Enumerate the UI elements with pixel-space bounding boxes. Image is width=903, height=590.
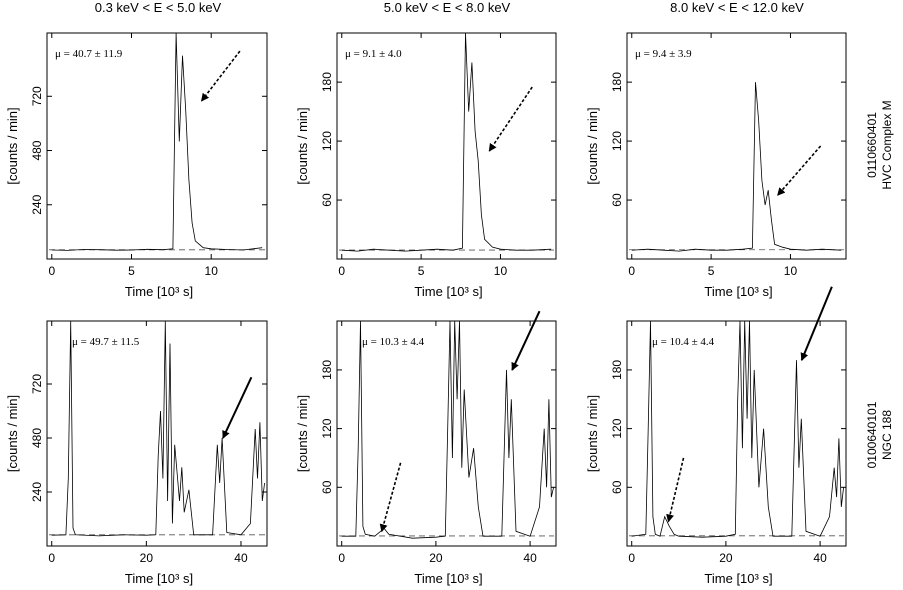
row-label-obsid: 0100640101 [865, 401, 879, 468]
light-curve-line [341, 33, 552, 252]
light-curve-line [51, 33, 263, 251]
x-tick-label: 0 [48, 551, 55, 565]
x-tick-label: 5 [418, 264, 425, 278]
x-tick-label: 40 [523, 551, 537, 565]
y-axis-label: [counts / min] [295, 395, 310, 472]
x-tick-label: 5 [128, 264, 135, 278]
solid-arrow [511, 310, 541, 371]
x-tick-label: 20 [140, 551, 154, 565]
x-tick-label: 20 [429, 551, 443, 565]
light-curve-group [631, 321, 844, 538]
y-tick-label: 180 [610, 72, 624, 92]
y-axis-label: [counts / min] [585, 395, 600, 472]
x-tick-label: 40 [813, 551, 827, 565]
y-tick-label: 240 [30, 194, 44, 214]
y-axis-label: [counts / min] [295, 107, 310, 184]
column-title: 5.0 keV < E < 8.0 keV [384, 0, 511, 15]
y-tick-label: 480 [30, 428, 44, 448]
x-axis-label: Time [10³ s] [125, 571, 193, 586]
dotted-arrow [777, 145, 822, 196]
dotted-arrow [201, 50, 241, 102]
mean-annotation: μ = 9.1 ± 4.0 [345, 48, 402, 60]
axes-frame [46, 320, 268, 547]
mean-annotation: μ = 9.4 ± 3.9 [635, 48, 692, 60]
y-tick-label: 120 [320, 131, 334, 151]
x-tick-label: 0 [628, 264, 635, 278]
column-title: 8.0 keV < E < 12.0 keV [670, 0, 804, 15]
panel: 240 480 720 [counts / min] [5, 320, 268, 547]
mean-annotation: μ = 49.7 ± 11.5 [72, 336, 140, 348]
x-tick-label: 5 [708, 264, 715, 278]
y-tick-label: 720 [30, 374, 44, 394]
y-tick-label: 480 [30, 140, 44, 160]
x-axis-label: Time [10³ s] [704, 284, 772, 299]
y-axis-label: [counts / min] [5, 395, 20, 472]
x-axis-label: Time [10³ s] [414, 571, 482, 586]
mean-annotation: μ = 40.7 ± 11.9 [55, 48, 123, 60]
axes-frame [626, 320, 847, 547]
y-axis-label: [counts / min] [585, 107, 600, 184]
solid-arrow [800, 286, 833, 362]
row-label-target: HVC Complex M [880, 100, 894, 189]
panel: 60 120 180 [counts / min] [295, 310, 557, 547]
panel: 60 120 180 [counts / min] [585, 286, 847, 547]
x-tick-label: 10 [205, 264, 219, 278]
panel: 60 120 180 [counts / min] [295, 32, 557, 260]
x-tick-label: 0 [338, 264, 345, 278]
axes-frame [336, 32, 557, 260]
light-curve-line [341, 321, 554, 539]
light-curve-group [341, 321, 554, 539]
y-tick-label: 180 [320, 72, 334, 92]
x-tick-label: 0 [338, 551, 345, 565]
x-tick-label: 0 [48, 264, 55, 278]
panel: 240 480 720 [counts / min] [5, 32, 268, 260]
axes-frame [626, 32, 847, 260]
row-label: 0110660401 HVC Complex M [865, 100, 894, 189]
y-tick-label: 180 [610, 360, 624, 380]
x-tick-label: 40 [234, 551, 248, 565]
x-tick-label: 10 [494, 264, 508, 278]
y-tick-label: 180 [320, 360, 334, 380]
row-label-obsid: 0110660401 [865, 112, 879, 178]
light-curve-line [51, 321, 265, 537]
solid-arrow [222, 376, 253, 439]
y-tick-label: 240 [30, 482, 44, 502]
y-tick-label: 60 [610, 193, 624, 207]
y-tick-label: 120 [610, 418, 624, 438]
light-curve-group [631, 82, 842, 252]
light-curve-line [631, 82, 842, 252]
x-tick-label: 0 [628, 551, 635, 565]
mean-annotation: μ = 10.4 ± 4.4 [652, 336, 715, 348]
mean-annotation: μ = 10.3 ± 4.4 [362, 336, 425, 348]
y-tick-label: 60 [320, 480, 334, 494]
light-curve-line [631, 321, 844, 538]
y-tick-label: 120 [610, 131, 624, 151]
column-title: 0.3 keV < E < 5.0 keV [95, 0, 222, 15]
light-curve-group [51, 33, 263, 251]
row-label: 0100640101 NGC 188 [865, 401, 894, 468]
light-curve-group [51, 321, 265, 537]
light-curve-group [341, 33, 552, 252]
y-axis-label: [counts / min] [5, 107, 20, 184]
dotted-arrow [666, 457, 685, 523]
y-tick-label: 60 [610, 480, 624, 494]
y-tick-label: 720 [30, 86, 44, 106]
axes-frame [46, 32, 268, 260]
axes-frame [336, 320, 557, 547]
y-tick-label: 60 [320, 193, 334, 207]
panel: 60 120 180 [counts / min] [585, 32, 847, 260]
x-tick-label: 10 [784, 264, 798, 278]
x-axis-label: Time [10³ s] [125, 284, 193, 299]
row-label-target: NGC 188 [880, 410, 894, 460]
dotted-arrow [379, 462, 402, 533]
dotted-arrow [488, 86, 533, 152]
x-axis-label: Time [10³ s] [414, 284, 482, 299]
x-axis-label: Time [10³ s] [704, 571, 772, 586]
y-tick-label: 120 [320, 418, 334, 438]
x-tick-label: 20 [719, 551, 733, 565]
